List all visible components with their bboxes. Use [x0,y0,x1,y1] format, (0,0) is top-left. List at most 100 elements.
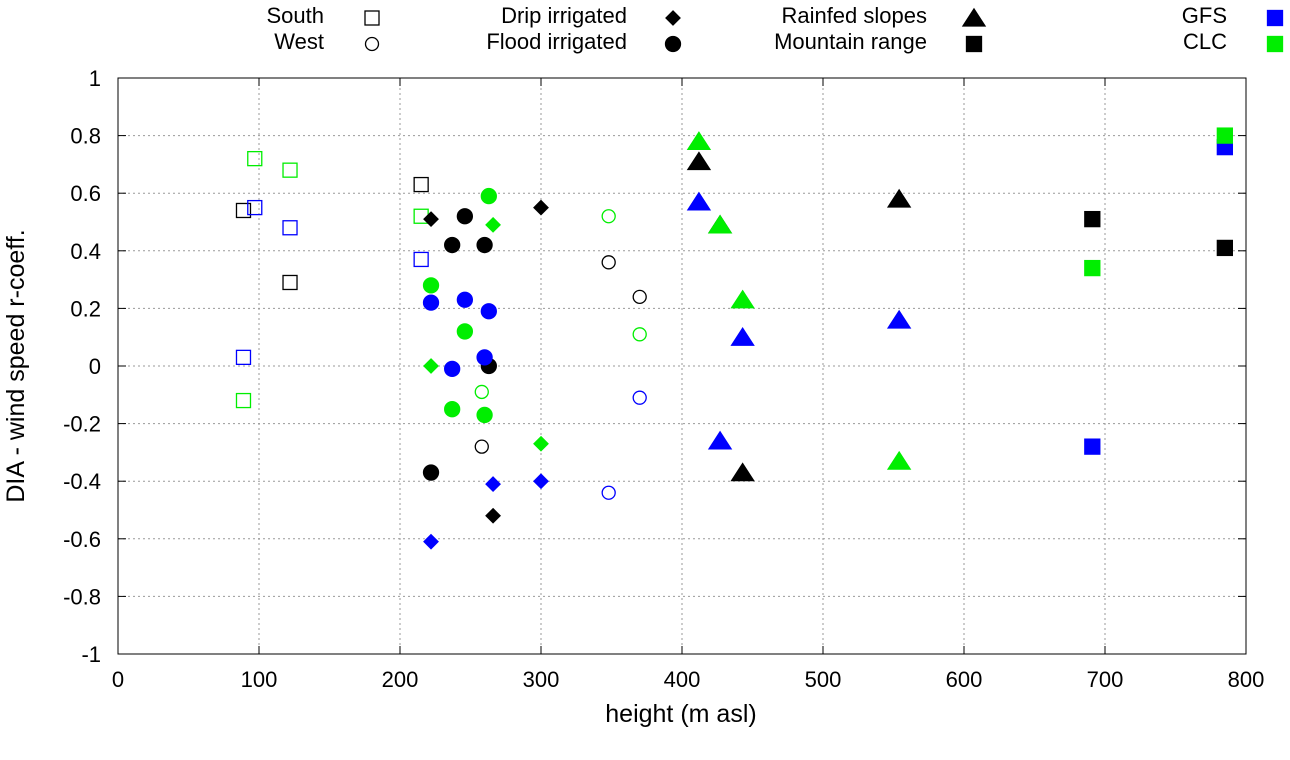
series-rainfed-slopes-gfs [686,191,912,450]
data-point [476,406,493,424]
data-point [707,214,733,234]
legend-label: South [267,3,325,28]
series-mountain-range-clc [1084,127,1233,277]
series-drip-irrigated [423,199,549,524]
data-point [601,209,616,224]
data-point [480,187,497,205]
series-south-clc [235,150,429,409]
series-west [474,237,647,454]
series-rainfed-slopes-clc [686,131,912,470]
series-flood-irrigated-clc [422,187,497,424]
legend-label: Mountain range [774,29,927,54]
y-tick-label: -1 [81,642,101,667]
x-axis-title: height (m asl) [605,700,756,728]
legend-color-swatch [1266,35,1284,53]
series-mountain-range [1084,210,1233,257]
x-tick-label: 300 [523,667,560,692]
data-point [601,485,616,500]
data-point [422,294,440,311]
data-point [474,384,489,400]
y-tick-label: 0 [89,354,101,379]
data-point [456,291,474,308]
series-south-gfs [235,199,429,366]
data-point [730,289,755,309]
series-drip-irrigated-clc [423,216,549,452]
series-flood-irrigated-gfs [422,291,497,378]
data-point [422,464,440,481]
data-point [485,476,501,492]
data-point [235,392,252,409]
data-point [886,188,912,208]
y-tick-label: 0.2 [70,296,101,321]
y-tick-label: 0.6 [70,181,101,206]
x-tick-label: 0 [112,667,124,692]
series-west-gfs [477,237,647,500]
legend-label: Rainfed slopes [781,3,927,28]
data-point [485,507,501,524]
data-point [886,309,912,329]
y-tick-label: -0.8 [63,584,101,609]
data-point [444,236,461,254]
data-point [1216,239,1233,257]
data-point [1084,438,1101,455]
data-point [601,255,616,270]
series-south [235,176,429,291]
legend-circle-icon [364,36,380,52]
x-tick-label: 200 [382,667,419,692]
x-tick-label: 800 [1228,667,1265,692]
series-drip-irrigated-gfs [423,473,549,550]
series-west-clc [474,209,647,400]
data-point [707,430,733,450]
series-rainfed-slopes [686,151,912,482]
data-point [1084,210,1101,228]
legend-label: Drip irrigated [501,3,627,28]
data-point [282,220,298,236]
series-mountain-range-gfs [1084,138,1233,455]
data-point [474,439,489,454]
x-tick-label: 400 [664,667,701,692]
data-point [235,349,252,366]
series-flood-irrigated [422,208,497,481]
y-axis-title: DIA - wind speed r-coeff. [2,229,30,502]
data-point [686,131,712,151]
data-points [235,127,1233,550]
data-point [413,251,429,268]
data-point [247,150,263,167]
legend-circle-icon [664,35,682,53]
data-point [423,533,439,550]
grid [118,78,1246,654]
data-point [730,327,755,346]
data-point [476,236,493,254]
x-tick-label: 700 [1087,667,1124,692]
legend-square-icon [965,35,983,53]
x-tick-label: 100 [241,667,278,692]
data-point [632,289,647,305]
y-tick-label: 1 [89,66,101,91]
legend-label: CLC [1183,29,1227,54]
data-point [422,277,440,294]
data-point [444,360,461,378]
data-point [423,358,439,374]
legend-label: West [274,29,324,54]
legend-diamond-icon [665,10,681,26]
data-point [413,176,429,193]
y-tick-label: 0.8 [70,124,101,149]
axis-ticks: 0 100 200 300 400 500 600 700 800 -1 -0.8 -0.6 -0.4 -… [63,66,1264,692]
data-point [235,202,252,219]
data-point [533,435,549,452]
data-point [533,473,549,490]
data-point [632,327,647,342]
y-tick-label: -0.4 [63,469,101,494]
data-point [686,191,712,211]
data-point [456,208,474,225]
x-tick-label: 500 [805,667,842,692]
data-point [282,274,298,291]
data-point [476,349,493,366]
legend-square-icon [364,10,380,26]
data-point [485,216,501,233]
data-point [247,199,263,216]
data-point [423,211,439,228]
data-point [533,199,549,216]
data-point [456,323,474,340]
